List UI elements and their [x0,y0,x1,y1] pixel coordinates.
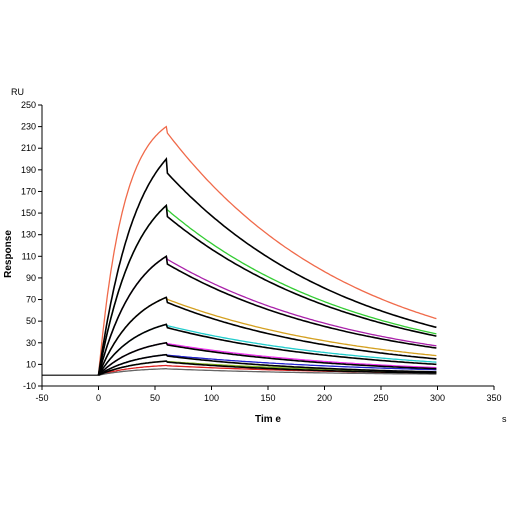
fit-line-6 [97,341,437,376]
y-tick-label: 190 [21,165,36,175]
series-line-10 [98,368,437,376]
x-tick-label: 100 [204,393,219,403]
fit-line-3 [97,254,437,376]
fit-line-4 [97,296,437,376]
x-tick-label: 350 [486,393,501,403]
y-axis-title: Response [3,230,14,278]
x-tick-label: 50 [150,393,160,403]
fit-line-5 [97,323,437,376]
x-tick-label: 200 [317,393,332,403]
series-line-1 [97,125,437,376]
y-tick-label: -10 [23,381,36,391]
y-tick-label: 170 [21,186,36,196]
ticks-layer: -10 10 30 50 70 90 110 130 150 170 190 210 230 250 -50… [21,100,502,403]
x-tick-label: 150 [260,393,275,403]
fit-line-8 [98,360,437,376]
x-axis-title: Tim e [255,414,281,425]
x-tick-label: -50 [35,393,48,403]
y-tick-label: 130 [21,230,36,240]
y-tick-label: 250 [21,100,36,110]
x-tick-label: 250 [373,393,388,403]
x-unit-label: s [502,414,507,424]
x-tick-label: 0 [96,393,101,403]
y-tick-label: 110 [22,251,36,261]
y-tick-label: 70 [26,295,36,305]
y-tick-label: 90 [26,273,36,283]
fit-line-2 [97,203,437,376]
y-tick-label: 230 [21,122,36,132]
y-tick-label: 10 [26,359,36,369]
x-tick-label: 300 [430,393,445,403]
y-tick-label: 150 [21,208,36,218]
y-tick-label: 210 [21,143,36,153]
y-tick-label: 30 [26,338,36,348]
y-tick-label: 50 [26,316,36,326]
series-layer [42,125,437,376]
fit-line-7 [98,353,437,376]
y-unit-label: RU [11,87,24,97]
fit-line-1 [97,156,437,376]
